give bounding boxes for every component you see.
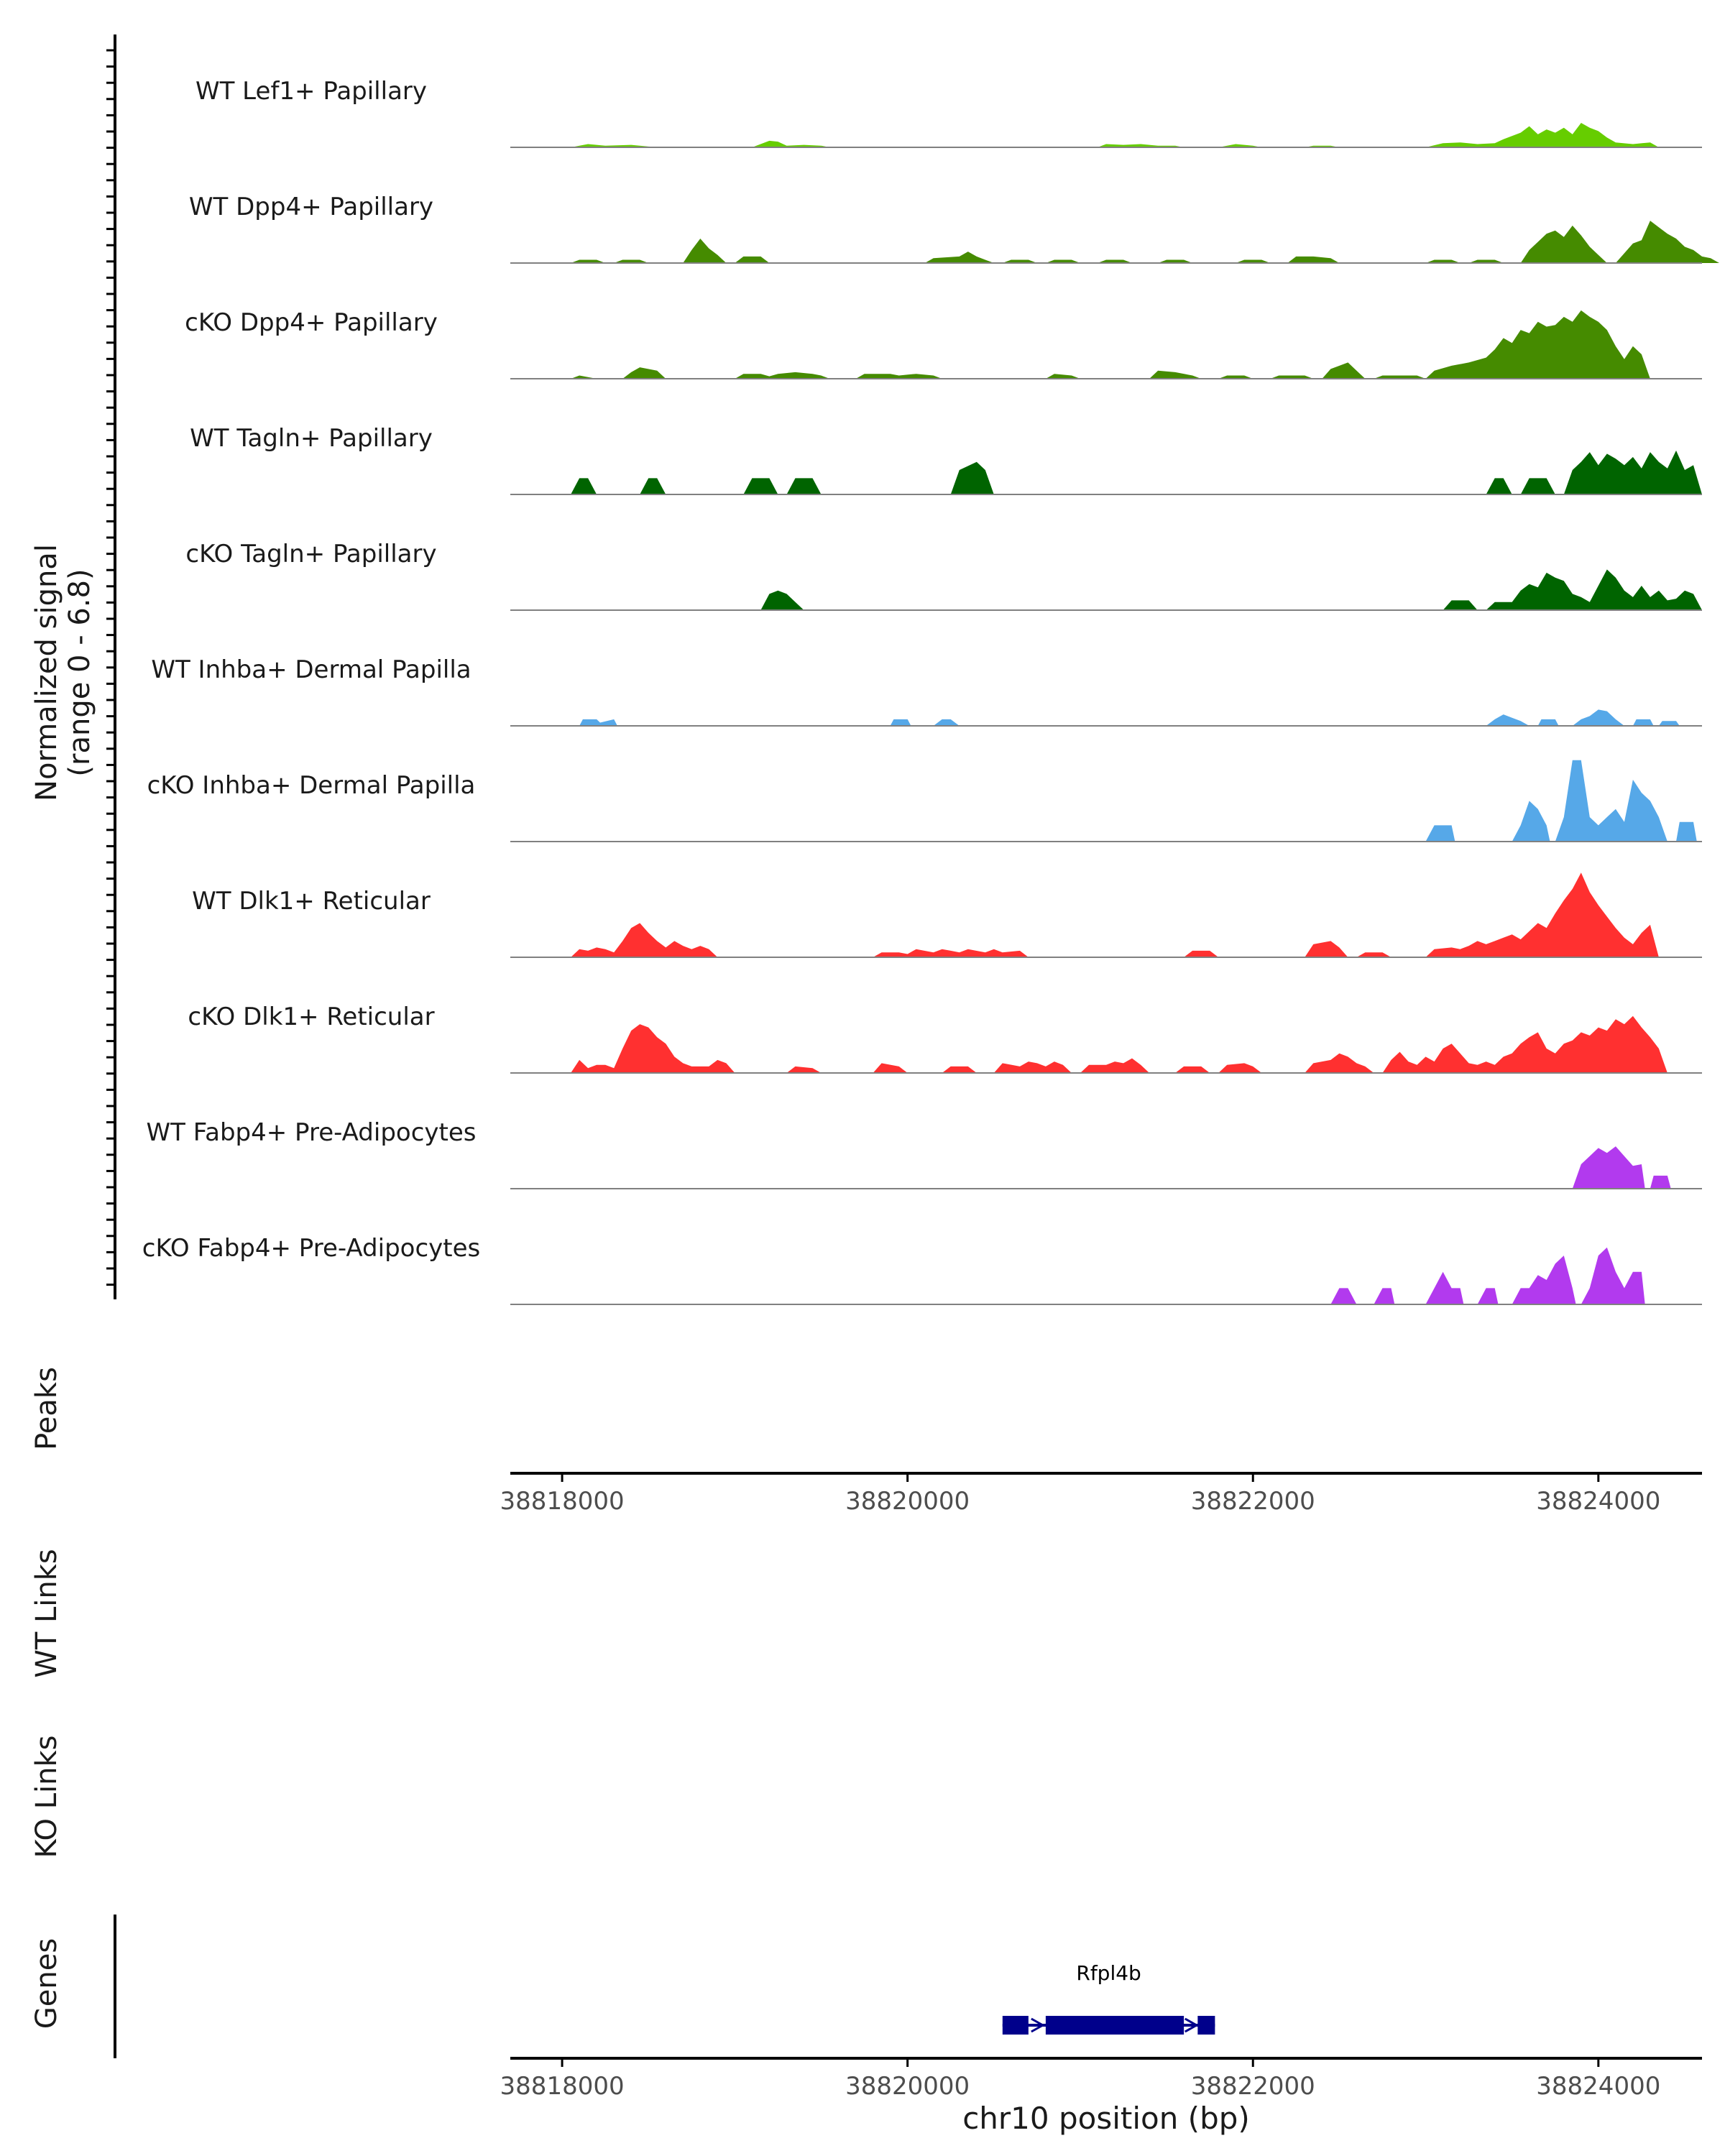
- x-axis-title: chr10 position (bp): [962, 2101, 1250, 2136]
- coverage-track: [510, 123, 1702, 148]
- coverage-track: [510, 569, 1702, 611]
- gene-exon: [1002, 2016, 1029, 2035]
- x-tick-label: 38820000: [845, 2072, 970, 2101]
- coverage-track: [510, 1015, 1702, 1074]
- ko-links-track-label: KO Links: [30, 1736, 63, 1858]
- coverage-area: [571, 872, 1659, 957]
- coverage-track: [510, 310, 1702, 379]
- track-label: cKO Fabp4+ Pre-Adipocytes: [142, 1234, 481, 1263]
- x-tick-label: 38822000: [1191, 2072, 1315, 2101]
- coverage-y-axis: [106, 34, 116, 1299]
- coverage-track: [510, 1247, 1702, 1305]
- x-tick-label: 38818000: [500, 1487, 625, 1516]
- coverage-y-ticks: [106, 49, 115, 1286]
- track-label: WT Dpp4+ Papillary: [189, 193, 433, 221]
- track-label: cKO Dlk1+ Reticular: [188, 1003, 434, 1031]
- genes-x-ticks: 38818000 38820000 38822000 38824000: [500, 2058, 1660, 2101]
- peaks-x-axis: 38818000 38820000 38822000 38824000: [500, 1472, 1702, 1516]
- coverage-area: [571, 450, 1702, 494]
- coverage-track: [510, 760, 1702, 842]
- gene-strand-arrow: [1184, 2017, 1199, 2033]
- coverage-area: [571, 310, 1650, 379]
- track-label: WT Tagln+ Papillary: [190, 424, 433, 453]
- gene-exon: [1197, 2016, 1215, 2035]
- coverage-area: [760, 569, 1702, 610]
- track-label: cKO Dpp4+ Papillary: [185, 308, 438, 337]
- track-labels: WT Lef1+ Papillary WT Dpp4+ Papillary cK…: [142, 77, 481, 1263]
- coverage-tracks: [510, 123, 1719, 1305]
- track-label: WT Lef1+ Papillary: [196, 77, 427, 106]
- coverage-track: [510, 1146, 1702, 1189]
- track-label: cKO Inhba+ Dermal Papilla: [147, 771, 476, 800]
- y-axis-label-line1: Normalized signal: [30, 544, 63, 801]
- coverage-track: [510, 872, 1702, 958]
- track-label: WT Fabp4+ Pre-Adipocytes: [147, 1118, 477, 1147]
- gene-model: [1002, 2016, 1215, 2035]
- x-tick-label: 38820000: [845, 1487, 970, 1516]
- genes-x-axis: 38818000 38820000 38822000 38824000: [500, 2057, 1702, 2101]
- gene-name-label: Rfpl4b: [1076, 1961, 1141, 1985]
- genes-track-label: Genes: [30, 1938, 63, 2029]
- peaks-track-label: Peaks: [30, 1367, 63, 1450]
- x-tick-label: 38824000: [1536, 2072, 1660, 2101]
- coverage-track: [510, 450, 1702, 495]
- x-tick-label: 38818000: [500, 2072, 625, 2101]
- coverage-area: [1330, 1247, 1645, 1304]
- coverage-area: [1572, 1146, 1671, 1189]
- track-label: WT Inhba+ Dermal Papilla: [151, 655, 471, 684]
- gene-exon: [1045, 2016, 1184, 2035]
- x-tick-label: 38824000: [1536, 1487, 1660, 1516]
- y-axis-label-line2: (range 0 - 6.8): [63, 568, 96, 776]
- coverage-area: [571, 1015, 1668, 1073]
- coverage-track: [510, 221, 1719, 264]
- coverage-track: [510, 709, 1702, 727]
- track-label: WT Dlk1+ Reticular: [192, 887, 431, 916]
- peaks-x-ticks: 38818000 38820000 38822000 38824000: [500, 1473, 1660, 1516]
- coverage-area: [1425, 760, 1697, 842]
- x-tick-label: 38822000: [1191, 1487, 1315, 1516]
- track-label: cKO Tagln+ Papillary: [185, 540, 436, 568]
- gene-strand-arrow: [1031, 2017, 1045, 2033]
- coverage-area: [571, 123, 1659, 147]
- wt-links-track-label: WT Links: [30, 1549, 63, 1677]
